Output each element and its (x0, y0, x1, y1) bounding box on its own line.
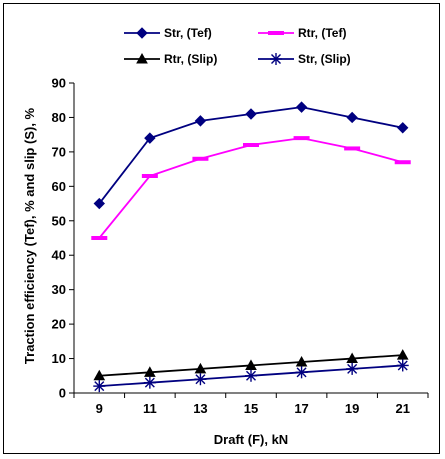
data-point (397, 122, 409, 134)
data-point (396, 349, 409, 360)
y-tick-label: 60 (52, 179, 66, 194)
y-tick-label: 70 (52, 144, 66, 159)
data-point (144, 132, 156, 144)
x-axis: 9 11 13 15 17 19 21 (73, 392, 429, 416)
data-point (194, 362, 207, 374)
y-tick-label: 40 (52, 248, 66, 263)
data-point (245, 369, 257, 382)
legend-label: Rtr, (Slip) (164, 52, 217, 66)
data-point (396, 359, 409, 372)
data-point (144, 366, 156, 377)
data-point (295, 101, 308, 113)
data-point (243, 143, 259, 147)
data-point (394, 160, 411, 165)
data-point (91, 236, 108, 240)
data-point (295, 366, 308, 379)
data-point (194, 373, 207, 386)
x-tick-label: 15 (244, 401, 258, 416)
data-point (93, 380, 106, 393)
chart-frame (3, 3, 440, 454)
series-line-2 (98, 137, 403, 239)
legend-item: Str, (Slip) (258, 52, 351, 66)
data-point (245, 359, 257, 370)
x-tick-label: 13 (193, 401, 207, 416)
x-tick-label: 21 (395, 401, 409, 416)
y-tick-label: 30 (52, 282, 66, 297)
x-tick-label: 17 (294, 401, 308, 416)
data-point (346, 352, 358, 364)
legend-label: Str, (Slip) (298, 52, 351, 66)
y-tick-label: 0 (59, 386, 66, 401)
legend-marker (270, 53, 282, 65)
y-tick-label: 10 (52, 351, 66, 366)
legend-item: Rtr, (Tef) (258, 26, 346, 40)
x-tick-label: 19 (345, 401, 359, 416)
legend-item: Rtr, (Slip) (124, 52, 217, 66)
data-point (192, 156, 209, 161)
legend-label: Rtr, (Tef) (298, 26, 346, 40)
plot-area (91, 101, 411, 393)
data-point (293, 136, 310, 141)
legend: Str, (Tef) Rtr, (Tef) Rtr, (Slip) Str, (Sli… (124, 26, 351, 66)
data-point (346, 362, 359, 375)
data-point (346, 111, 358, 124)
data-point (295, 355, 308, 367)
x-tick-label: 9 (96, 401, 103, 416)
data-point (194, 115, 207, 127)
data-point (141, 174, 158, 178)
y-axis-label: Traction efficiency (Tef), % and slip (S… (22, 107, 37, 364)
data-point (93, 369, 106, 381)
y-axis: 0 10 20 30 40 50 60 70 80 90 (52, 76, 75, 401)
x-tick-label: 11 (143, 401, 157, 416)
legend-label: Str, (Tef) (164, 26, 212, 40)
y-tick-label: 50 (52, 213, 66, 228)
data-point (93, 197, 105, 210)
data-point (143, 376, 156, 389)
legend-marker (136, 27, 148, 39)
legend-marker (268, 31, 284, 35)
y-tick-label: 20 (52, 317, 66, 332)
series-line-1 (98, 106, 403, 205)
data-point (245, 108, 257, 120)
y-tick-label: 90 (52, 76, 66, 91)
x-axis-label: Draft (F), kN (214, 432, 288, 447)
legend-marker (136, 52, 148, 64)
data-point (344, 146, 361, 151)
y-tick-label: 80 (52, 110, 66, 125)
legend-item: Str, (Tef) (124, 26, 212, 40)
